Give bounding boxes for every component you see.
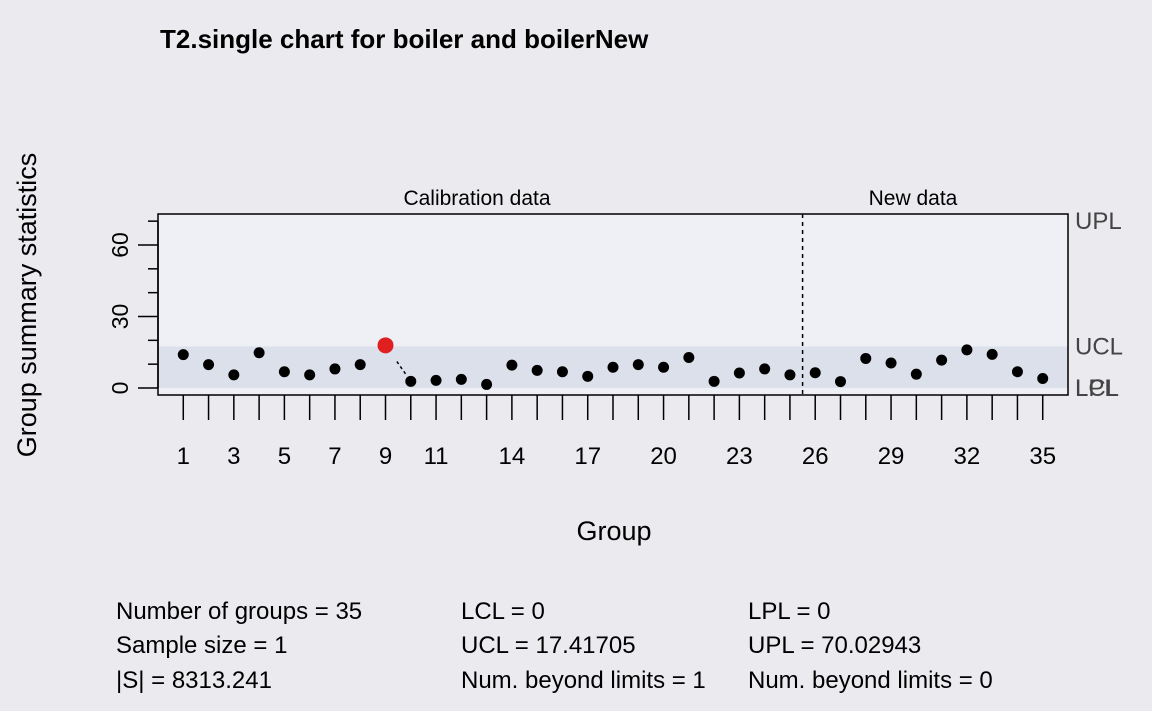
data-point-11 <box>430 374 442 386</box>
data-point-27 <box>835 376 846 388</box>
y-axis: 0 30 60 <box>107 220 159 395</box>
data-point-31 <box>936 354 948 366</box>
data-point-35 <box>1037 372 1049 384</box>
data-point-5 <box>278 366 290 378</box>
data-point-18 <box>607 361 619 373</box>
data-point-26 <box>809 367 821 379</box>
chart-title: T2.single chart for boiler and boilerNew <box>160 24 649 54</box>
x-tick-label: 14 <box>499 443 526 470</box>
data-point-30 <box>910 368 922 380</box>
data-point-21 <box>683 351 695 363</box>
x-axis: 1 3 5 7 9 11 14 17 20 23 26 29 32 35 <box>177 395 1056 470</box>
x-tick-label: 17 <box>574 443 601 470</box>
y-tick-label: 60 <box>107 232 133 258</box>
x-tick-label: 9 <box>379 443 392 470</box>
x-tick-label: 23 <box>726 443 753 470</box>
data-point-23 <box>733 367 745 379</box>
data-point-34 <box>1011 366 1023 378</box>
section-label-calibration: Calibration data <box>403 187 550 210</box>
data-point-15 <box>531 364 543 376</box>
data-point-14 <box>506 359 518 371</box>
data-point-24 <box>759 363 771 375</box>
x-tick-label: 20 <box>650 443 677 470</box>
data-point-32 <box>961 344 973 356</box>
limit-label-lcl: LCL <box>1075 375 1119 402</box>
data-point-29 <box>885 357 897 369</box>
data-point-8 <box>354 359 366 371</box>
violation-connector <box>396 361 407 375</box>
section-label-new: New data <box>869 187 958 210</box>
data-point-6 <box>304 369 316 381</box>
data-point-4 <box>253 347 265 359</box>
data-point-22 <box>708 375 720 387</box>
data-point-13 <box>481 378 493 390</box>
limit-label-upl: UPL <box>1075 208 1122 235</box>
x-tick-label: 5 <box>278 443 291 470</box>
x-tick-label: 35 <box>1029 443 1056 470</box>
data-point-25 <box>784 369 796 381</box>
y-tick-label: 0 <box>107 382 133 395</box>
limit-label-lpl: LPL <box>1075 375 1118 402</box>
x-tick-label: 1 <box>177 443 190 470</box>
data-point-2 <box>203 359 215 371</box>
data-marks <box>177 337 1049 390</box>
x-tick-label: 3 <box>227 443 240 470</box>
data-point-7 <box>329 363 341 375</box>
data-point-19 <box>632 359 644 371</box>
data-point-1 <box>177 349 189 361</box>
x-tick-label: 26 <box>802 443 829 470</box>
data-point-10 <box>405 375 417 387</box>
data-point-20 <box>658 361 670 373</box>
limit-label-ucl: UCL <box>1075 333 1123 360</box>
x-tick-label: 7 <box>328 443 341 470</box>
data-point-28 <box>860 352 872 364</box>
x-axis-label: Group <box>576 516 651 546</box>
x-tick-label: 29 <box>878 443 905 470</box>
data-point-16 <box>556 366 568 378</box>
x-tick-label: 32 <box>954 443 981 470</box>
data-point-33 <box>986 348 998 360</box>
data-point-3 <box>228 369 240 381</box>
violation-point-9 <box>377 337 394 354</box>
x-tick-label: 11 <box>424 443 449 470</box>
data-point-17 <box>582 370 594 382</box>
y-tick-label: 30 <box>107 304 133 330</box>
y-axis-label: Group summary statistics <box>12 153 42 458</box>
data-point-12 <box>455 373 467 385</box>
